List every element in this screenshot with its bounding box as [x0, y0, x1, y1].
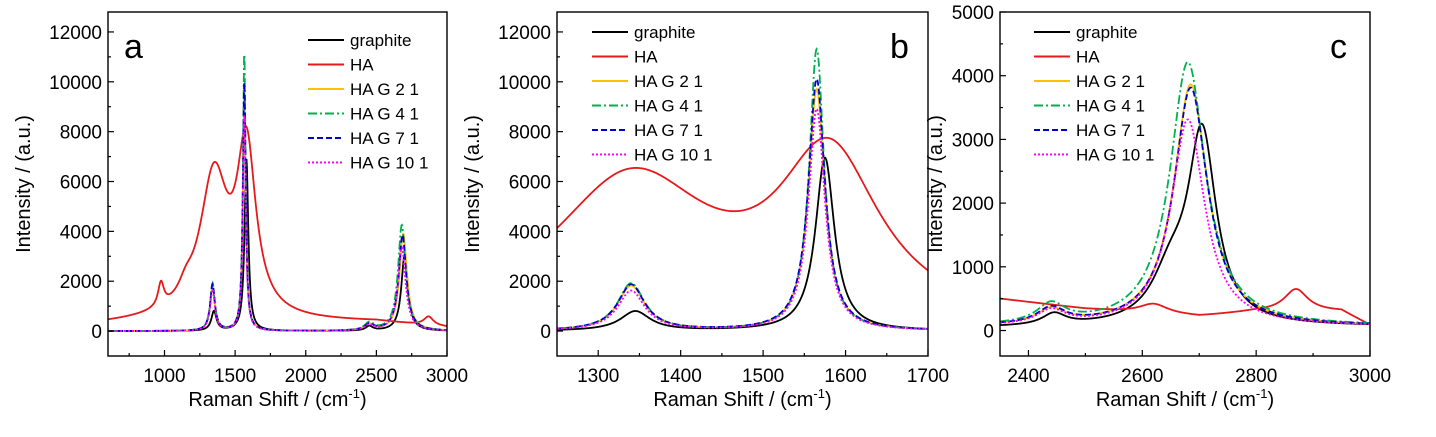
y-axis-title: Intensity / (a.u.) — [13, 115, 35, 253]
y-tick-label: 8000 — [509, 123, 551, 144]
x-tick-label: 2500 — [355, 366, 397, 387]
plot-frame — [107, 11, 448, 357]
x-tick-label: 1300 — [577, 366, 619, 387]
legend-label: HA G 7 1 — [350, 129, 419, 148]
panel-letter: c — [1330, 28, 1347, 66]
x-tick-label: 1000 — [143, 366, 185, 387]
legend-label: HA G 2 1 — [1076, 72, 1145, 91]
legend-label: HA G 10 1 — [350, 154, 428, 173]
series-line-ha-g-7-1 — [1000, 86, 1370, 325]
series-line-ha-g-4-1 — [557, 47, 928, 330]
panel-c: 2400 2600 2800 3000 0 1000 2000 3000 4000 5000 Ram… — [925, 3, 1391, 411]
legend-label: HA — [634, 48, 658, 67]
series-line-ha-g-10-1 — [108, 114, 447, 332]
series-line-ha — [1000, 288, 1370, 326]
y-tick-label: 2000 — [952, 194, 994, 215]
series-line-ha-g-2-1 — [557, 87, 928, 330]
y-tick-label: 0 — [91, 322, 102, 343]
y-tick-label: 1000 — [952, 258, 994, 279]
legend-label: HA G 2 1 — [634, 72, 703, 91]
series-line-ha-g-10-1 — [1000, 118, 1370, 325]
legend-label: HA — [350, 56, 374, 75]
panel-letter: b — [890, 28, 909, 66]
x-tick-label: 3000 — [1349, 366, 1391, 387]
y-tick-label: 10000 — [498, 73, 551, 94]
x-tick-label: 2800 — [1235, 366, 1277, 387]
x-tick-label: 3000 — [426, 366, 468, 387]
y-tick-label: 10000 — [49, 73, 102, 94]
plot-frame — [556, 11, 929, 357]
legend-label: HA — [1076, 48, 1100, 67]
x-axis-title: Raman Shift / (cm-1) — [188, 386, 366, 411]
y-tick-label: 3000 — [952, 130, 994, 151]
x-tick-label: 1500 — [214, 366, 256, 387]
legend-label: HA G 10 1 — [634, 146, 712, 165]
series-line-ha-g-10-1 — [557, 107, 928, 331]
y-axis-title: Intensity / (a.u.) — [925, 115, 947, 253]
legend-label: HA G 10 1 — [1076, 146, 1154, 165]
legend: graphite HA HA G 2 1 HA G 4 1 HA G 7 1 HA G 1… — [1034, 23, 1154, 165]
x-tick-label: 1600 — [824, 366, 866, 387]
legend-label: HA G 4 1 — [350, 105, 419, 124]
plot-frame — [999, 11, 1371, 357]
x-tick-label: 1700 — [907, 366, 949, 387]
series-line-ha-g-4-1 — [1000, 61, 1370, 324]
y-tick-label: 0 — [983, 322, 994, 343]
y-tick-label: 6000 — [60, 173, 102, 194]
x-axis-title: Raman Shift / (cm-1) — [1096, 386, 1274, 411]
panel-b: 1300 1400 1500 1600 1700 0 2000 4000 6000 8000 100… — [462, 11, 949, 411]
panel-letter: a — [124, 28, 143, 66]
legend: graphite HA HA G 2 1 HA G 4 1 HA G 7 1 HA G 1… — [308, 31, 428, 173]
panel-a: 1000 1500 2000 2500 3000 0 2000 4000 6000 8000 100… — [13, 11, 468, 411]
legend: graphite HA HA G 2 1 HA G 4 1 HA G 7 1 HA G 1… — [592, 23, 712, 165]
y-tick-label: 12000 — [498, 23, 551, 44]
series-group — [557, 47, 928, 331]
legend-label: HA G 4 1 — [634, 97, 703, 116]
x-tick-label: 2400 — [1007, 366, 1049, 387]
x-axis-title: Raman Shift / (cm-1) — [653, 386, 831, 411]
series-line-ha — [557, 136, 928, 272]
y-tick-label: 4000 — [60, 222, 102, 243]
y-axis-title: Intensity / (a.u.) — [462, 115, 484, 253]
y-tick-label: 2000 — [60, 272, 102, 293]
series-line-graphite — [557, 156, 928, 331]
legend-label: HA G 2 1 — [350, 80, 419, 99]
x-tick-label: 1500 — [742, 366, 784, 387]
x-tick-label: 2000 — [285, 366, 327, 387]
legend-label: HA G 4 1 — [1076, 97, 1145, 116]
y-tick-label: 4000 — [509, 222, 551, 243]
y-tick-label: 8000 — [60, 123, 102, 144]
x-tick-label: 1400 — [660, 366, 702, 387]
legend-label: graphite — [634, 23, 695, 42]
legend-label: graphite — [350, 31, 411, 50]
y-tick-label: 0 — [540, 322, 551, 343]
y-tick-label: 2000 — [509, 272, 551, 293]
y-tick-label: 12000 — [49, 23, 102, 44]
series-group — [1000, 61, 1370, 327]
y-tick-label: 4000 — [952, 67, 994, 88]
legend-label: graphite — [1076, 23, 1137, 42]
legend-label: HA G 7 1 — [1076, 121, 1145, 140]
y-tick-label: 5000 — [952, 3, 994, 24]
series-group — [108, 54, 447, 332]
series-line-ha-g-7-1 — [557, 77, 928, 330]
y-tick-label: 6000 — [509, 173, 551, 194]
x-tick-label: 2600 — [1121, 366, 1163, 387]
legend-label: HA G 7 1 — [634, 121, 703, 140]
